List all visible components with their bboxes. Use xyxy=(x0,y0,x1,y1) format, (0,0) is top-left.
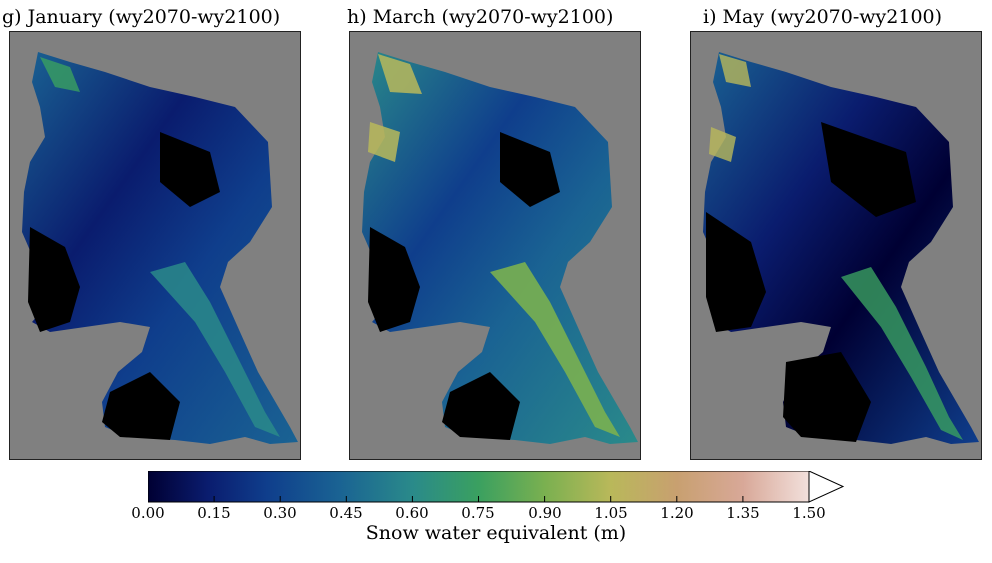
swe-map-march xyxy=(362,52,638,444)
colorbar-tick-marks xyxy=(213,496,744,502)
colorbar-extend-arrow xyxy=(808,471,845,503)
colorbar-tick-label: 0.45 xyxy=(329,504,363,522)
colorbar-tick-label: 0.60 xyxy=(395,504,429,522)
panel-title-may: i) May (wy2070-wy2100) xyxy=(703,6,943,28)
colorbar-tick-label: 1.20 xyxy=(660,504,694,522)
no-snow-lowland xyxy=(706,122,916,442)
colorbar-tick-label: 1.05 xyxy=(594,504,628,522)
colorbar-tick-label: 0.00 xyxy=(131,504,165,522)
panel-title-january: g) January (wy2070-wy2100) xyxy=(2,6,281,28)
colorbar-label: Snow water equivalent (m) xyxy=(365,522,627,544)
ridge-highlights xyxy=(490,262,620,437)
ridge-highlights xyxy=(841,267,963,440)
colorbar-tick-label: 0.90 xyxy=(528,504,562,522)
panel-title-march: h) March (wy2070-wy2100) xyxy=(347,6,614,28)
colorbar-tick-label: 1.50 xyxy=(792,504,826,522)
ridge-highlights xyxy=(150,262,280,437)
swe-map-january xyxy=(22,52,298,444)
colorbar xyxy=(148,471,845,503)
map-panel-may xyxy=(690,31,982,460)
colorbar-tick-label: 0.15 xyxy=(197,504,231,522)
map-panel-january xyxy=(9,31,301,460)
no-snow-lowland xyxy=(28,132,220,440)
map-panel-march xyxy=(349,31,641,460)
no-snow-lowland xyxy=(368,132,560,440)
colorbar-tick-label: 0.30 xyxy=(263,504,297,522)
colorbar-tick-label: 0.75 xyxy=(461,504,495,522)
colorbar-tick-label: 1.35 xyxy=(726,504,760,522)
swe-map-may xyxy=(703,52,979,444)
